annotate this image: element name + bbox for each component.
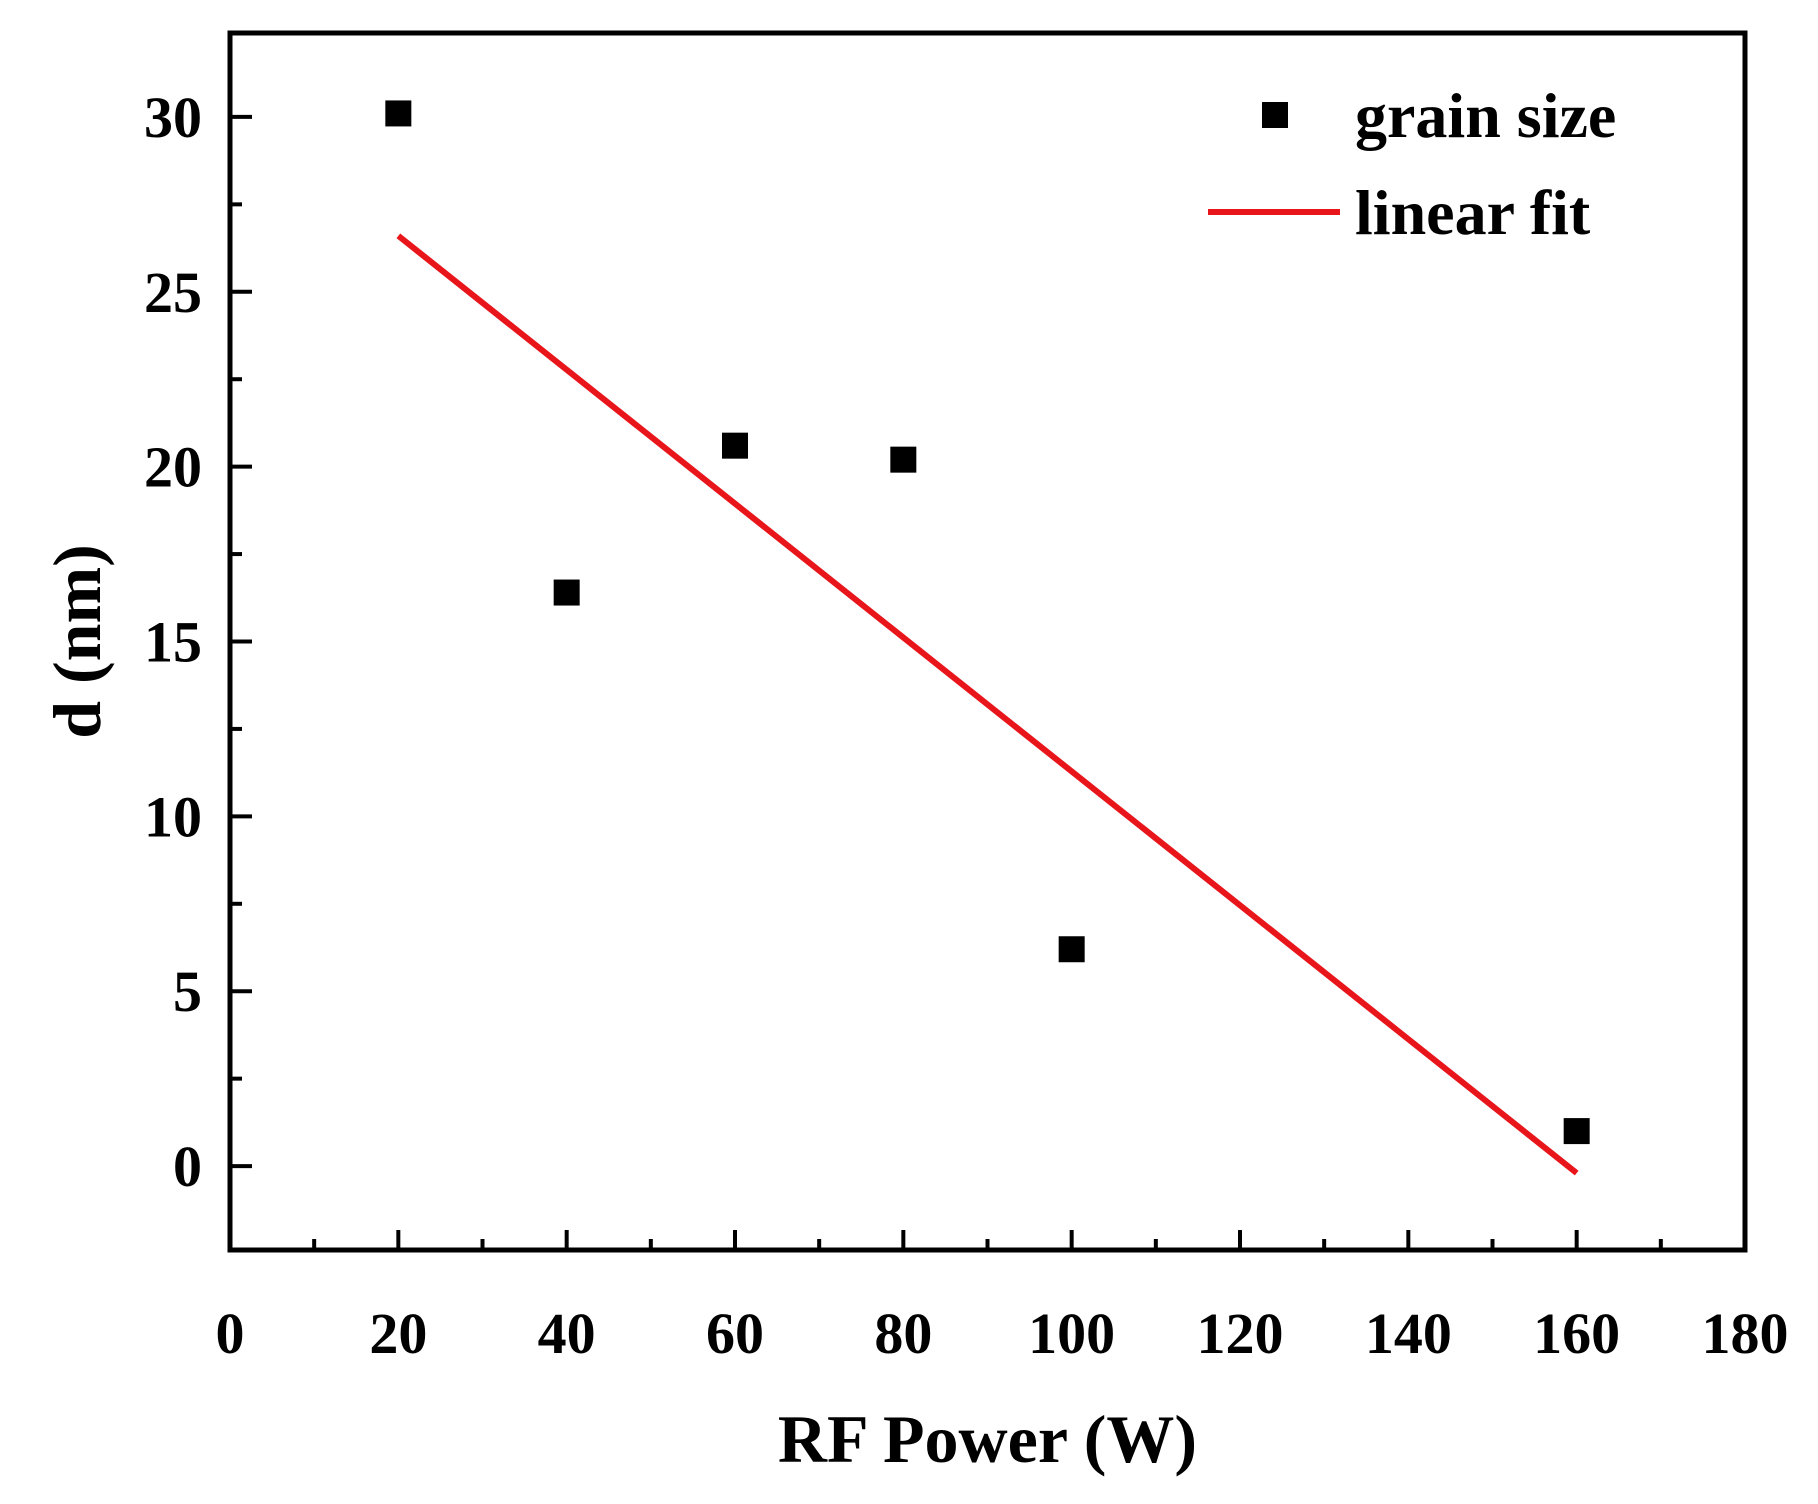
data-layer [385, 100, 1590, 1176]
x-tick-label: 160 [1533, 1301, 1620, 1366]
y-tick-label: 15 [144, 610, 202, 675]
x-tick-label: 40 [538, 1301, 596, 1366]
x-tick-label: 140 [1365, 1301, 1452, 1366]
y-tick-label: 20 [144, 435, 202, 500]
x-axis-title: RF Power (W) [778, 1401, 1197, 1477]
data-point [553, 579, 580, 606]
legend-label: linear fit [1355, 177, 1591, 248]
data-point [385, 100, 412, 127]
x-tick-label: 120 [1197, 1301, 1284, 1366]
axes: 0 20 40 60 80 100 120 140 160 180 0 5 10 15 20 25 30 RF P… [39, 85, 1789, 1477]
data-point [890, 446, 917, 473]
y-tick-label: 10 [144, 784, 202, 849]
data-point [722, 432, 748, 459]
y-tick-label: 25 [144, 260, 202, 325]
data-point [1058, 936, 1085, 963]
y-axis-title: d (nm) [39, 544, 115, 739]
legend-label: grain size [1355, 80, 1616, 151]
data-point [1563, 1118, 1590, 1145]
x-tick-label: 0 [216, 1301, 245, 1366]
legend-marker-swatch [1262, 102, 1288, 128]
x-tick-label: 100 [1028, 1301, 1115, 1366]
x-tick-label: 80 [874, 1301, 932, 1366]
fit-line [396, 233, 1579, 1176]
x-tick-label: 180 [1702, 1301, 1789, 1366]
x-tick-label: 20 [369, 1301, 427, 1366]
y-tick-label: 5 [173, 959, 202, 1024]
x-tick-label: 60 [706, 1301, 764, 1366]
legend: grain size linear fit [1208, 80, 1616, 248]
y-tick-label: 30 [144, 85, 202, 150]
y-tick-label: 0 [173, 1134, 202, 1199]
